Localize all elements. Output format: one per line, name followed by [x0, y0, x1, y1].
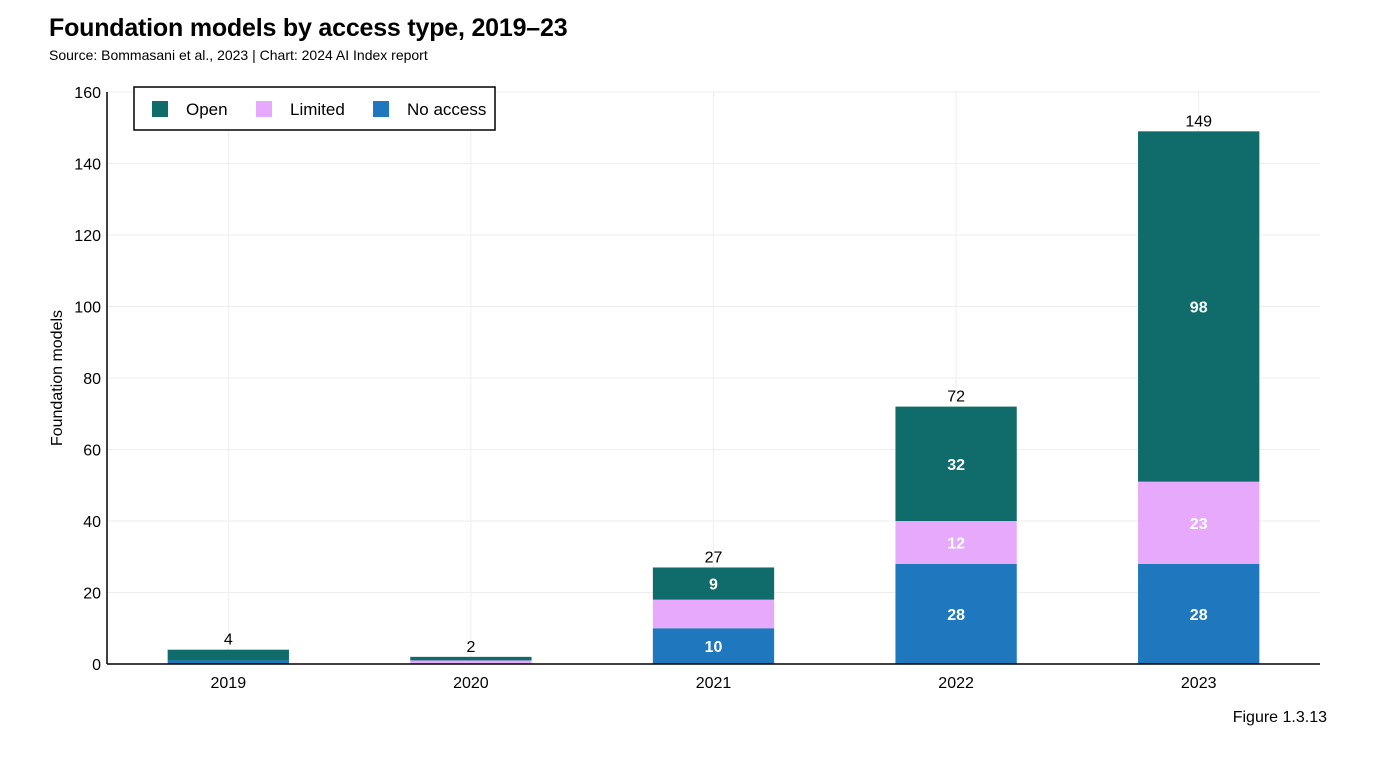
bar-no-access-2022 — [895, 563, 1017, 664]
x-tick-label: 2021 — [696, 675, 732, 692]
segment-label: 32 — [947, 457, 965, 474]
y-tick-label: 20 — [83, 586, 101, 603]
x-tick-label: 2023 — [1181, 675, 1217, 692]
bar-limited-2023 — [1138, 481, 1260, 564]
bar-open-2019 — [167, 649, 289, 661]
legend-swatch-open — [152, 101, 168, 117]
bar-limited-2020 — [410, 660, 532, 664]
total-label: 27 — [705, 549, 723, 566]
data-labels: 4 2 10 9 27 28 12 32 72 28 23 98 149 — [224, 113, 1212, 656]
bar-no-access-2019 — [167, 660, 289, 664]
axes: 0 20 40 60 80 100 120 140 160 2019 2020 2021 2022 202… — [49, 85, 1320, 692]
bar-no-access-2021 — [652, 628, 775, 664]
y-tick-label: 0 — [92, 657, 101, 674]
bar-open-2020 — [410, 656, 532, 661]
total-label: 72 — [947, 389, 965, 406]
segment-label: 12 — [947, 535, 965, 552]
segment-label: 28 — [947, 607, 965, 624]
y-tick-label: 80 — [83, 371, 101, 388]
y-tick-label: 60 — [83, 443, 101, 460]
x-tick-label: 2022 — [938, 675, 974, 692]
legend: Open Limited No access — [133, 86, 496, 131]
legend-swatch-no-access — [373, 101, 389, 117]
legend-label-limited: Limited — [290, 100, 345, 119]
y-tick-label: 100 — [74, 300, 101, 317]
bar-no-access-2023 — [1138, 563, 1260, 664]
y-axis-label: Foundation models — [49, 310, 66, 446]
bar-limited-2021 — [652, 599, 775, 629]
segment-label: 9 — [709, 577, 718, 594]
x-tick-label: 2019 — [211, 675, 247, 692]
total-label: 149 — [1185, 113, 1212, 130]
legend-box — [133, 86, 496, 131]
segment-label: 10 — [705, 639, 723, 656]
y-tick-label: 120 — [74, 228, 101, 245]
figure-label: Figure 1.3.13 — [1232, 709, 1327, 726]
bar-open-2023 — [1138, 131, 1260, 482]
bar-open-2021 — [652, 567, 775, 600]
chart-subtitle: Source: Bommasani et al., 2023 | Chart: … — [49, 47, 428, 63]
x-tick-label: 2020 — [453, 675, 489, 692]
segment-label: 98 — [1190, 300, 1208, 317]
total-label: 2 — [466, 639, 475, 656]
bar-limited-2022 — [895, 521, 1017, 564]
bars — [167, 131, 1260, 664]
legend-label-open: Open — [186, 100, 228, 119]
legend-swatch-limited — [256, 101, 272, 117]
segment-label: 28 — [1190, 607, 1208, 624]
bar-open-2022 — [895, 406, 1017, 521]
y-tick-label: 160 — [74, 85, 101, 102]
y-tick-label: 40 — [83, 514, 101, 531]
segment-label: 23 — [1190, 516, 1208, 533]
total-label: 4 — [224, 632, 233, 649]
chart-title: Foundation models by access type, 2019–2… — [49, 14, 568, 42]
legend-label-no-access: No access — [407, 100, 486, 119]
y-tick-label: 140 — [74, 157, 101, 174]
